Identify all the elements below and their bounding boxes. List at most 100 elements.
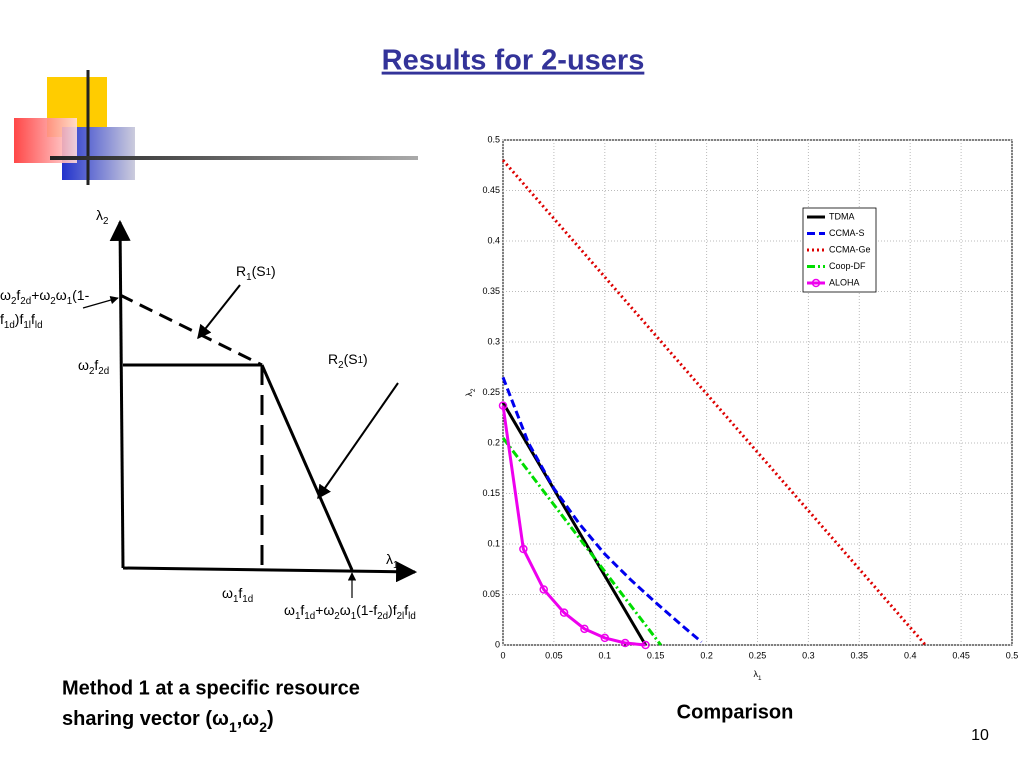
slide-title: Results for 2-users — [382, 45, 645, 77]
text-part: R — [236, 263, 246, 279]
subscript: ld — [408, 611, 416, 622]
diagram-label: ω2f2d — [78, 357, 109, 377]
subscript: 2 — [103, 216, 108, 227]
text-part: +ω — [31, 287, 50, 303]
text-part: ω — [222, 585, 233, 601]
legend-label: Coop-DF — [829, 261, 866, 271]
diagram-label: f1d)f1lfld — [0, 311, 43, 331]
subscript: 2 — [11, 296, 16, 307]
y-tick-label: 0.3 — [487, 336, 500, 346]
subscript: 1 — [351, 611, 356, 622]
text-part: ) — [267, 708, 274, 730]
subscript: 2l — [397, 611, 405, 622]
legend-box — [802, 207, 877, 293]
superscript: 1 — [358, 355, 363, 366]
x-tick-label: 0.4 — [904, 650, 917, 660]
text-part: ) — [363, 351, 368, 367]
x-tick-label: 0.1 — [599, 650, 612, 660]
text-part: λ — [464, 392, 474, 397]
text-part: (S — [344, 351, 358, 367]
subscript: 1d — [4, 320, 15, 331]
caption-left: Method 1 at a specific resource — [62, 677, 360, 699]
superscript: 1 — [266, 267, 271, 278]
y-tick-label: 0 — [495, 639, 500, 649]
subscript: 1d — [242, 594, 253, 605]
text-part: f — [404, 602, 408, 618]
subscript: 1 — [758, 675, 762, 682]
text-part: λ — [96, 207, 103, 223]
diagram-label: ω2f2d+ω2ω1(1- — [0, 287, 90, 307]
text-part: (1-f — [356, 602, 377, 618]
legend-marker — [811, 278, 821, 288]
marker — [539, 585, 548, 594]
x-axis-label: λ1 — [753, 669, 762, 682]
text-part: f — [238, 585, 242, 601]
marker — [580, 624, 589, 634]
text-part: +ω — [315, 602, 334, 618]
marker — [620, 638, 630, 648]
marker — [498, 401, 508, 410]
diagram — [82, 219, 418, 598]
subscript: ld — [35, 320, 43, 331]
subscript: 1 — [67, 296, 72, 307]
x-tick-label: 0.35 — [851, 650, 869, 660]
subscript: 2d — [98, 366, 109, 377]
marker — [600, 633, 610, 643]
text-part: (S — [252, 263, 266, 279]
legend-label: ALOHA — [829, 277, 860, 287]
x-tick-label: 0.45 — [952, 650, 970, 660]
marker — [519, 544, 528, 554]
caption-right: Comparison — [677, 701, 794, 723]
subscript: 1 — [393, 560, 398, 571]
y-tick-label: 0.45 — [482, 185, 500, 195]
text-part: sharing vector (ω — [62, 708, 229, 730]
y-tick-label: 0.15 — [482, 488, 500, 498]
page-number: 10 — [971, 727, 989, 744]
y-tick-label: 0.35 — [482, 286, 500, 296]
legend-label: CCMA-Ge — [829, 244, 871, 254]
series-line — [501, 401, 647, 646]
legend-label: CCMA-S — [829, 228, 865, 238]
series-line — [501, 437, 662, 646]
text-part: )f — [15, 311, 24, 327]
legend-label: TDMA — [829, 211, 855, 221]
text-part: f — [16, 287, 20, 303]
y-tick-label: 0.4 — [487, 235, 500, 245]
text-part: ω — [284, 602, 295, 618]
subscript: 1 — [233, 594, 238, 605]
diagram-label: ω1f1d+ω2ω1(1-f2d)f2lfld — [284, 602, 416, 622]
x-tick-label: 0.05 — [545, 650, 563, 660]
text-part: ω — [0, 287, 11, 303]
subscript: 2 — [334, 611, 339, 622]
x-tick-label: 0.15 — [647, 650, 665, 660]
text-part: f — [94, 357, 98, 373]
text-part: ) — [271, 263, 276, 279]
text-part: f — [0, 311, 4, 327]
subscript: 2d — [20, 296, 31, 307]
x-tick-label: 0.5 — [1006, 650, 1019, 660]
text-part: λ — [386, 551, 393, 567]
subscript: 1 — [229, 719, 237, 735]
diagram-label: ω1f1d — [222, 585, 253, 605]
y-tick-label: 0.1 — [487, 538, 500, 548]
text-part: ω — [78, 357, 89, 373]
y-tick-label: 0.5 — [487, 134, 500, 144]
x-tick-label: 0.3 — [802, 650, 815, 660]
y-axis-label: λ2 — [464, 388, 477, 397]
subscript: 2 — [338, 360, 343, 371]
subscript: 1d — [304, 611, 315, 622]
x-tick-label: 0.25 — [749, 650, 767, 660]
subscript: 1 — [246, 272, 251, 283]
x-tick-label: 0.2 — [700, 650, 713, 660]
text-part: f — [31, 311, 35, 327]
diagram-label: λ2 — [96, 207, 108, 227]
subscript: 2 — [50, 296, 55, 307]
marker — [641, 640, 650, 650]
text-part: λ — [753, 669, 758, 679]
x-tick-label: 0 — [500, 650, 505, 660]
diagram-label: R1(S1) — [236, 263, 276, 283]
y-tick-label: 0.25 — [482, 387, 500, 397]
subscript: 2 — [89, 366, 94, 377]
y-tick-label: 0.2 — [487, 437, 500, 447]
